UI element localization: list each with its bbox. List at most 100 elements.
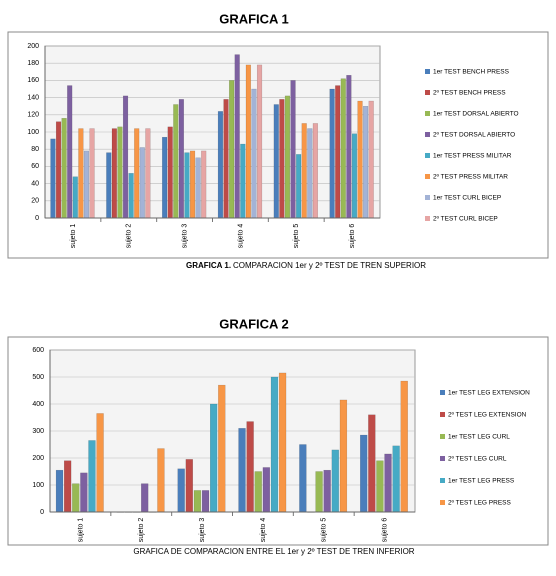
- bar: [351, 133, 358, 219]
- bar: [145, 128, 151, 219]
- bar: [111, 128, 117, 219]
- legend-label: 2º TEST DORSAL ABIERTO: [433, 132, 515, 139]
- y-tick-label: 200: [27, 43, 39, 50]
- bar: [270, 376, 279, 513]
- bar: [209, 403, 218, 513]
- legend-swatch: [440, 478, 445, 483]
- bar: [122, 95, 129, 219]
- legend-label: 1er TEST LEG EXTENSION: [448, 390, 530, 397]
- bar: [254, 471, 262, 513]
- bar: [162, 136, 168, 219]
- legend-label: 1er TEST LEG PRESS: [448, 478, 515, 485]
- legend-swatch: [440, 500, 445, 505]
- bar: [185, 459, 193, 513]
- caption-label: GRAFICA 1.: [186, 261, 231, 270]
- bar: [273, 104, 279, 219]
- bar: [262, 467, 271, 513]
- x-tick-label: sujeto 4: [260, 518, 267, 543]
- caption: COMPARACION 1er y 2º TEST DE TREN SUPERI…: [233, 261, 426, 270]
- bar: [284, 95, 291, 219]
- bar: [177, 468, 185, 513]
- legend-swatch: [440, 390, 445, 395]
- bar: [50, 138, 56, 219]
- x-tick-label: sujeto 5: [321, 518, 328, 543]
- bar: [331, 449, 339, 513]
- bar: [290, 80, 296, 219]
- bar: [400, 380, 408, 513]
- y-tick-label: 60: [31, 163, 39, 170]
- y-tick-label: 80: [31, 146, 39, 153]
- y-tick-label: 200: [32, 455, 44, 462]
- legend-swatch: [425, 111, 430, 116]
- x-tick-label: sujeto 1: [77, 518, 84, 543]
- legend-swatch: [440, 456, 445, 461]
- bar: [339, 399, 348, 513]
- bar: [139, 147, 145, 219]
- bar: [178, 99, 184, 219]
- bar: [245, 64, 251, 219]
- y-tick-label: 0: [35, 215, 39, 222]
- legend-swatch: [425, 174, 430, 179]
- legend-label: 1er TEST LEG CURL: [448, 434, 510, 441]
- y-tick-label: 20: [31, 198, 39, 205]
- legend-swatch: [425, 153, 430, 158]
- chart-title: GRAFICA 2: [219, 316, 289, 331]
- bar: [278, 372, 287, 513]
- bar: [78, 128, 84, 219]
- bar: [368, 100, 374, 219]
- bar: [67, 85, 73, 219]
- y-tick-label: 140: [27, 94, 39, 101]
- bar: [63, 460, 72, 513]
- caption: GRAFICA DE COMPARACION ENTRE EL 1er y 2º…: [133, 547, 414, 556]
- bar: [363, 105, 369, 219]
- y-tick-label: 400: [32, 401, 44, 408]
- x-tick-label: sujeto 6: [349, 224, 356, 249]
- bar: [296, 154, 302, 219]
- x-tick-label: sujeto 2: [126, 224, 133, 249]
- legend-swatch: [425, 195, 430, 200]
- bar: [256, 64, 263, 219]
- bar: [96, 413, 104, 513]
- bar: [201, 150, 207, 219]
- legend-label: 1er TEST DORSAL ABIERTO: [433, 111, 519, 118]
- legend-label: 1er TEST BENCH PRESS: [433, 69, 510, 76]
- bar: [134, 128, 140, 219]
- bar: [55, 121, 62, 219]
- bar: [218, 384, 226, 513]
- x-tick-label: sujeto 6: [381, 518, 388, 543]
- bar: [223, 99, 229, 219]
- bar: [89, 128, 95, 219]
- bar: [240, 143, 246, 219]
- bar: [301, 123, 307, 219]
- legend-label: 2º TEST LEG EXTENSION: [448, 412, 527, 419]
- bar: [251, 88, 257, 219]
- legend-swatch: [425, 216, 430, 221]
- x-tick-label: sujeto 2: [138, 518, 145, 543]
- x-tick-label: sujeto 1: [70, 224, 77, 249]
- legend-label: 2º TEST LEG PRESS: [448, 500, 511, 507]
- bar: [368, 414, 376, 513]
- bar: [141, 483, 149, 513]
- bar: [307, 128, 313, 219]
- bar: [323, 469, 331, 513]
- x-tick-label: sujeto 3: [199, 518, 206, 543]
- y-tick-label: 0: [40, 509, 44, 516]
- chart-title: GRAFICA 1: [219, 11, 289, 26]
- bar: [384, 453, 392, 513]
- legend-label: 2º TEST CURL BICEP: [433, 216, 498, 223]
- bar: [299, 444, 307, 513]
- y-tick-label: 160: [27, 77, 39, 84]
- bar: [55, 469, 64, 513]
- y-tick-label: 120: [27, 112, 39, 119]
- bar: [392, 445, 400, 513]
- bar: [157, 448, 165, 513]
- bar: [72, 176, 78, 219]
- bar: [340, 78, 346, 219]
- bar: [335, 85, 341, 219]
- legend-swatch: [425, 132, 430, 137]
- bar: [246, 421, 254, 513]
- bar: [329, 88, 335, 219]
- bar: [106, 152, 112, 219]
- bar: [72, 483, 80, 513]
- y-tick-label: 40: [31, 180, 39, 187]
